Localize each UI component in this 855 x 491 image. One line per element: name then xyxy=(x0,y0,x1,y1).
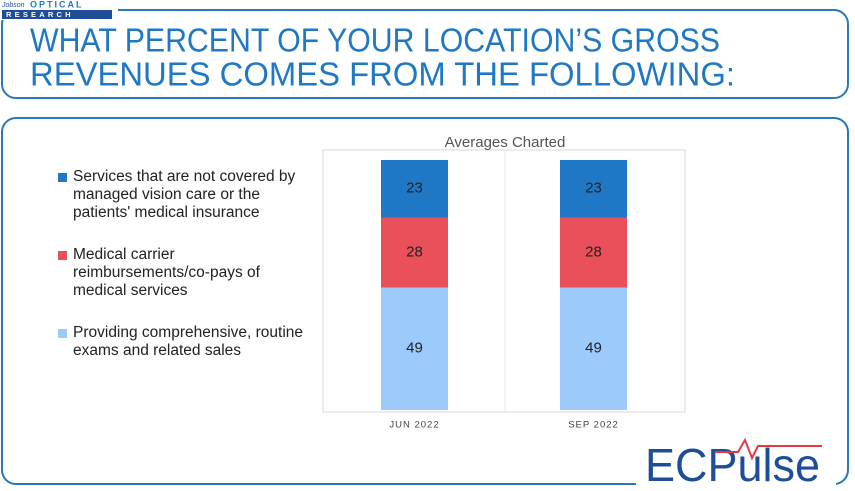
bar-segment xyxy=(560,160,627,218)
data-label: 49 xyxy=(585,340,602,357)
legend-item: Medical carrier reimbursements/co-pays o… xyxy=(58,246,308,300)
bar-segment xyxy=(560,217,627,288)
legend-label: Medical carrier reimbursements/co-pays o… xyxy=(73,246,260,299)
x-tick-label: JUN 2022 xyxy=(389,420,439,431)
content-box xyxy=(1,117,849,485)
legend-swatch xyxy=(58,329,67,338)
data-label: 49 xyxy=(406,340,423,357)
brand-bar xyxy=(2,10,112,19)
header-box xyxy=(1,9,849,99)
chart-title: Averages Charted xyxy=(445,134,566,151)
legend-item: Services that are not covered by managed… xyxy=(58,168,308,222)
logo-pulse xyxy=(715,437,822,461)
brand-bottom: RESEARCH xyxy=(6,10,74,19)
brand-script: Jobson xyxy=(1,2,25,9)
footer-logo: ECPulse xyxy=(645,439,820,491)
legend-swatch xyxy=(58,173,67,182)
bar-segment xyxy=(381,217,448,288)
x-tick-label: SEP 2022 xyxy=(568,420,619,431)
title-line: WHAT PERCENT OF YOUR LOCATION’S GROSS xyxy=(30,22,720,59)
bar-segment xyxy=(381,160,448,218)
bar-segment xyxy=(381,287,448,410)
legend-label: Providing comprehensive, routine exams a… xyxy=(73,324,304,359)
bar-segment xyxy=(560,287,627,410)
data-label: 28 xyxy=(406,243,423,260)
legend-label: Services that are not covered by managed… xyxy=(73,168,296,221)
data-label: 23 xyxy=(585,180,602,197)
legend: Services that are not covered by managed… xyxy=(58,168,308,384)
data-label: 23 xyxy=(406,180,423,197)
legend-swatch xyxy=(58,251,67,260)
title-line: REVENUES COMES FROM THE FOLLOWING: xyxy=(30,56,735,93)
data-label: 28 xyxy=(585,243,602,260)
plot-area xyxy=(322,149,686,413)
legend-item: Providing comprehensive, routine exams a… xyxy=(58,324,308,360)
brand-top: OPTICAL xyxy=(30,0,84,9)
